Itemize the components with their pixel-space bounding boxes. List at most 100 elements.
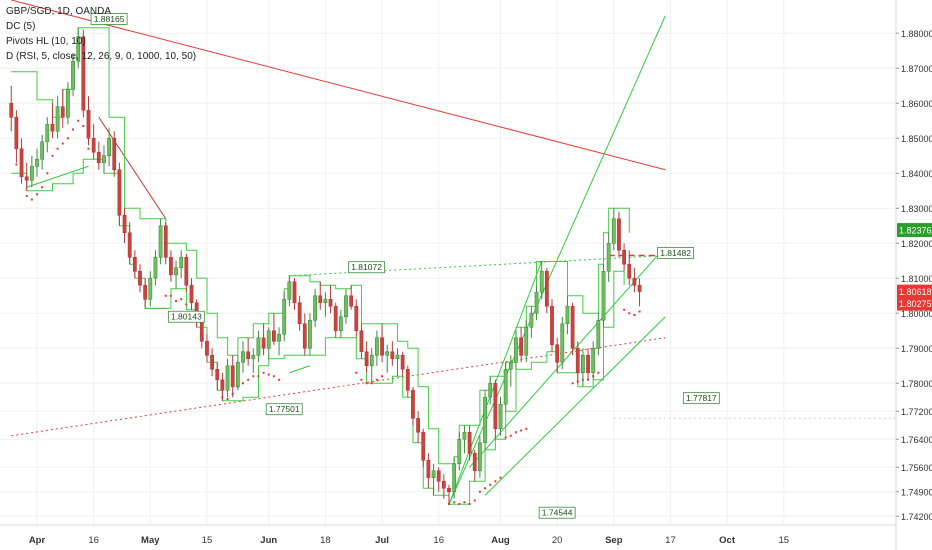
time-tick-label: 16 [433, 535, 444, 546]
pivot-dot [180, 298, 183, 301]
chart-legend: GBP/SGD, 1D, OANDA DC (5) Pivots HL (10,… [6, 4, 196, 64]
pivot-dot [30, 198, 33, 201]
pivot-dot [597, 371, 600, 374]
time-tick-label: 20 [552, 535, 563, 546]
indicator-divergence[interactable]: D (RSI, 5, close, 12, 26, 9, 0, 1000, 10… [6, 51, 197, 62]
pivot-label: 1.88165 [94, 14, 125, 24]
candle-body [9, 102, 14, 118]
pivot-dot [494, 480, 497, 483]
price-tick-label: 1.74900 [901, 487, 932, 497]
candle-body [199, 319, 204, 342]
candle-body [246, 351, 251, 360]
pivot-dot [247, 378, 250, 381]
pivot-dot [489, 483, 492, 486]
donchian-upper [11, 27, 630, 465]
candle-body [143, 284, 148, 300]
time-tick-label: 15 [778, 535, 789, 546]
candle-body [539, 270, 544, 293]
candle-body [575, 347, 580, 374]
pivot-dot [46, 172, 49, 175]
price-badge [897, 223, 932, 238]
candle-body [230, 365, 235, 388]
candle-body [179, 256, 184, 269]
candle-body [112, 137, 117, 171]
pivot-dot [355, 371, 358, 374]
candle-body [174, 267, 178, 276]
candle-body [498, 403, 503, 430]
trend-line [11, 0, 666, 171]
candle-body [91, 137, 96, 153]
candle-body [266, 330, 271, 349]
pivot-dot [41, 186, 44, 189]
price-badge-label: 1.80618 [899, 287, 932, 297]
trend-line [289, 365, 311, 374]
candle-body [256, 337, 261, 356]
chart-grid [0, 0, 896, 525]
trend-line [484, 316, 666, 496]
trend-lines [11, 0, 896, 505]
candle-body [29, 165, 34, 181]
candle-body [544, 270, 549, 307]
time-tick-label: Apr [29, 535, 46, 546]
candle-body [441, 480, 446, 489]
price-tick-label: 1.78000 [901, 379, 932, 389]
candle-body [35, 158, 39, 167]
pivot-dot [525, 427, 528, 430]
candle-body [519, 337, 524, 356]
pivot-dot [36, 193, 38, 196]
pivot-label-box [657, 246, 694, 259]
candles[interactable] [9, 27, 642, 505]
price-badge-label: 1.80275 [899, 299, 932, 309]
candle-body [606, 242, 611, 272]
pivot-dot [87, 147, 90, 150]
pivot-dot [272, 375, 275, 378]
candle-body [308, 319, 312, 349]
donchian-lower [11, 158, 625, 505]
pivot-dot [169, 294, 172, 297]
candle-body [488, 382, 493, 398]
price-badge [897, 284, 932, 299]
price-badge-label: 1.82376 [899, 226, 932, 236]
candle-body [297, 302, 302, 325]
price-tick-label: 1.77200 [901, 407, 932, 417]
candle-body [344, 295, 348, 318]
pivot-dot [164, 294, 167, 297]
pivot-dot [252, 375, 255, 378]
candle-body [596, 319, 601, 349]
donchian-channel [11, 27, 630, 505]
candle-body [529, 312, 534, 328]
candle-body [19, 148, 24, 178]
candle-body [632, 277, 637, 286]
candle-body [580, 354, 585, 374]
candle-body [55, 106, 60, 132]
candle-body [287, 281, 292, 300]
indicator-donchian[interactable]: DC (5) [6, 21, 36, 32]
price-tick-label: 1.83000 [901, 204, 932, 214]
price-tick-label: 1.88000 [901, 29, 932, 39]
candle-body [395, 354, 400, 360]
candle-body [514, 337, 518, 363]
candle-body [447, 487, 451, 493]
pivot-label-box [538, 506, 576, 519]
time-tick-label: Aug [491, 535, 510, 546]
price-axis-bg [896, 0, 932, 550]
time-tick-label: Oct [719, 535, 736, 546]
candle-body [436, 470, 441, 482]
pivot-dot [77, 119, 80, 122]
candle-body [467, 431, 472, 454]
pivot-dot [72, 128, 75, 131]
candle-body [107, 137, 112, 157]
candle-body [570, 305, 575, 349]
pivot-dot [628, 312, 631, 315]
pivot-dot [571, 382, 574, 385]
price-badge [897, 296, 932, 311]
candle-body [477, 442, 482, 472]
candle-body [86, 109, 91, 139]
pivot-dot [25, 195, 28, 197]
candle-body [555, 344, 560, 363]
indicator-pivots[interactable]: Pivots HL (10, 10) [6, 36, 86, 47]
candle-body [364, 351, 369, 367]
pivot-dot [51, 154, 54, 157]
pivot-dot [365, 382, 368, 385]
